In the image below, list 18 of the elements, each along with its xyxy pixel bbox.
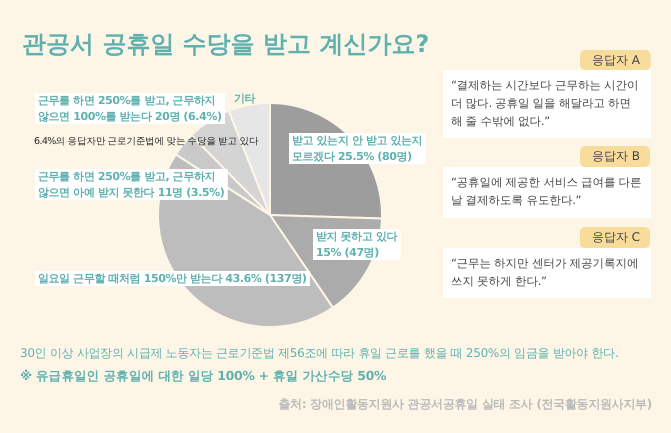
chart-title: 관공서 공휴일 수당을 받고 계신가요?	[22, 30, 430, 58]
text: ※ 유급휴일인 공휴일에 대한 일당 100% + 휴일 가산수당 50%	[20, 368, 388, 383]
text: 응답자 C	[592, 230, 640, 244]
slice-label: 받지 못하고 있다	[316, 230, 398, 243]
text: 6.4%의 응답자만 근로기준법에 맞는 수당을 받고 있다	[34, 136, 259, 147]
slice-label: 받고 있는지 안 받고 있는지 모르겠다 25.5% (80명)	[292, 134, 422, 163]
slice-label: 근무를 하면 250%를 받고, 근무하지 않으면 아예 받지 못한다 11명 (3.5%)	[38, 170, 225, 199]
slice-label: 기타	[234, 92, 256, 105]
text: “결제하는 시간보다 근무하는 시간이 더 많다. 공휴일 일을 해달라고 하면 해 줄 수밖에 없다.”	[451, 78, 638, 128]
slice-label: 일요일 근무할 때처럼 150%만 받는다 43.6% (137명)	[38, 272, 307, 285]
source-note: 출처: 장애인활동지원사 관공서공휴일 실태 조사 (전국활동지원사지부)	[278, 397, 652, 411]
text: 30인 이상 사업장의 시급제 노동자는 근로기준법 제56조에 따라 휴일 근로를 했을 때 250%의 임금을 받아야 한다.	[20, 346, 618, 360]
data-label: 15% (47명)	[316, 246, 380, 259]
text: 응답자 A	[592, 53, 641, 67]
text: 응답자 B	[592, 149, 640, 163]
text: “근무는 하지만 센터가 제공기록지에 쓰지 못하게 한다.”	[451, 256, 638, 288]
slice-label: 근무를 하면 250%를 받고, 근무하지 않으면 100%를 받는다 20명 (6.4%)	[38, 94, 222, 123]
text: “공휴일에 제공한 서비스 급여를 다른 날 결제하도록 유도한다.”	[451, 175, 642, 207]
